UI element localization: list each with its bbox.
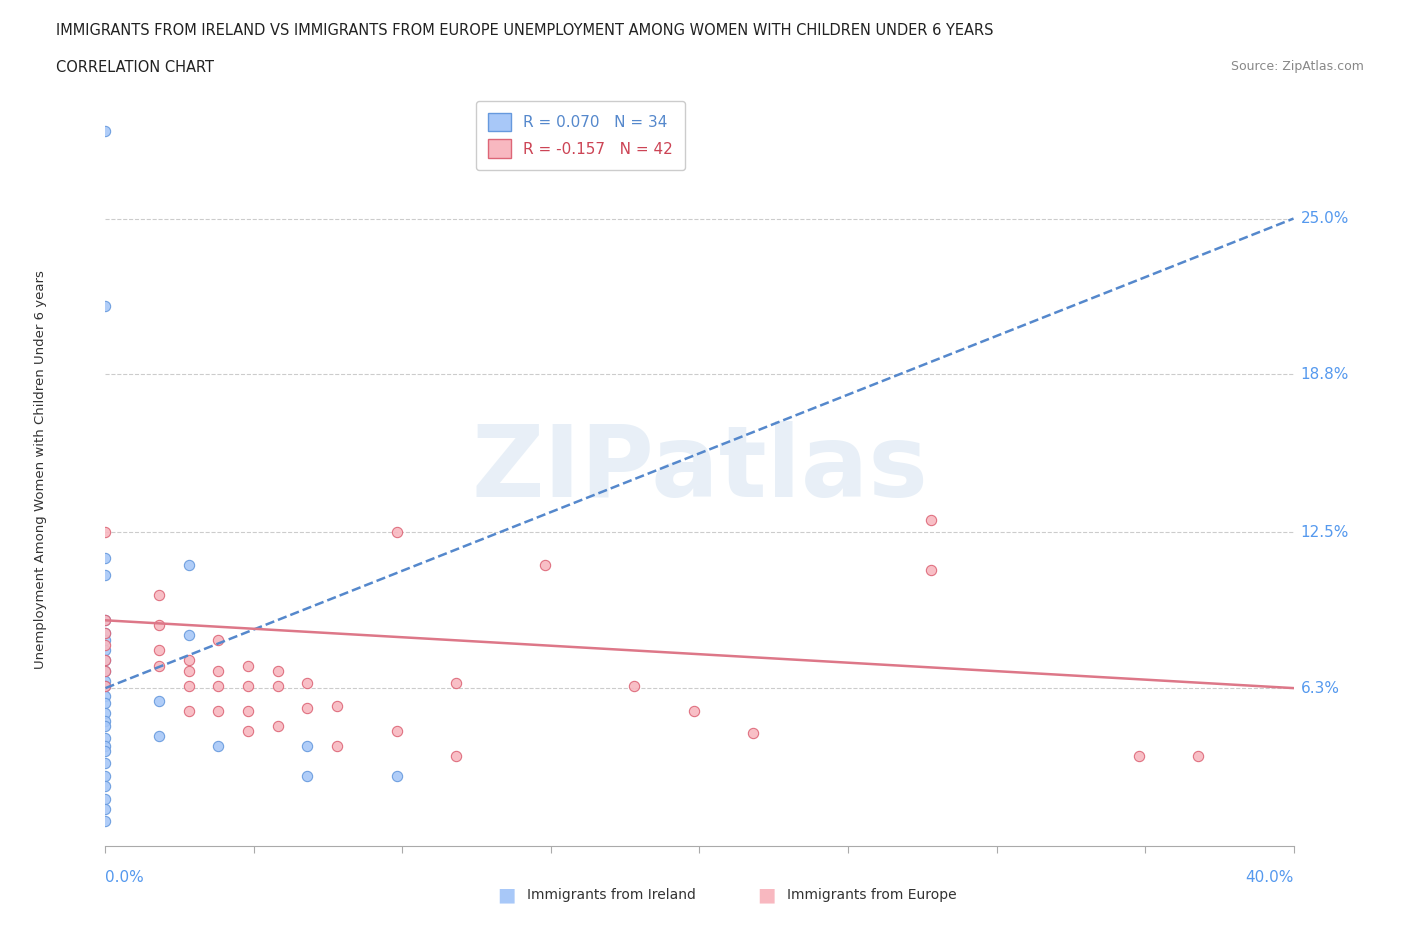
Point bbox=[94, 633, 117, 648]
Text: ZIPatlas: ZIPatlas bbox=[471, 421, 928, 518]
Point bbox=[207, 703, 229, 718]
Point bbox=[94, 738, 117, 753]
Point bbox=[297, 768, 319, 783]
Point bbox=[94, 653, 117, 668]
Point bbox=[236, 678, 259, 693]
Point bbox=[94, 638, 117, 653]
Point bbox=[94, 525, 117, 539]
Point bbox=[385, 724, 408, 738]
Legend: R = 0.070   N = 34, R = -0.157   N = 42: R = 0.070 N = 34, R = -0.157 N = 42 bbox=[477, 100, 685, 170]
Point bbox=[94, 123, 117, 138]
Point bbox=[1128, 749, 1150, 764]
Text: CORRELATION CHART: CORRELATION CHART bbox=[56, 60, 214, 75]
Point bbox=[326, 698, 349, 713]
Point bbox=[297, 738, 319, 753]
Point bbox=[207, 633, 229, 648]
Point bbox=[148, 588, 170, 603]
Point bbox=[94, 663, 117, 678]
Text: 18.8%: 18.8% bbox=[1301, 366, 1348, 381]
Point bbox=[94, 643, 117, 658]
Point bbox=[94, 567, 117, 582]
Point bbox=[177, 558, 200, 573]
Point bbox=[94, 731, 117, 746]
Point bbox=[94, 756, 117, 771]
Point bbox=[267, 663, 290, 678]
Point bbox=[94, 713, 117, 728]
Point bbox=[148, 728, 170, 743]
Point bbox=[94, 802, 117, 817]
Text: 0.0%: 0.0% bbox=[105, 870, 145, 884]
Point bbox=[94, 613, 117, 628]
Text: Source: ZipAtlas.com: Source: ZipAtlas.com bbox=[1230, 60, 1364, 73]
Text: Immigrants from Europe: Immigrants from Europe bbox=[787, 887, 957, 902]
Point bbox=[94, 778, 117, 793]
Point bbox=[267, 678, 290, 693]
Point bbox=[94, 663, 117, 678]
Point bbox=[682, 703, 704, 718]
Text: ■: ■ bbox=[756, 885, 776, 904]
Point bbox=[326, 738, 349, 753]
Text: 25.0%: 25.0% bbox=[1301, 211, 1348, 226]
Point bbox=[94, 768, 117, 783]
Point bbox=[623, 678, 645, 693]
Point bbox=[148, 693, 170, 708]
Point bbox=[236, 724, 259, 738]
Point bbox=[177, 703, 200, 718]
Point bbox=[236, 703, 259, 718]
Point bbox=[94, 678, 117, 693]
Point bbox=[236, 658, 259, 673]
Point bbox=[920, 512, 942, 527]
Point bbox=[207, 738, 229, 753]
Point bbox=[267, 718, 290, 733]
Point bbox=[148, 658, 170, 673]
Text: Immigrants from Ireland: Immigrants from Ireland bbox=[527, 887, 696, 902]
Point bbox=[94, 696, 117, 711]
Point bbox=[177, 678, 200, 693]
Text: 12.5%: 12.5% bbox=[1301, 525, 1348, 540]
Point bbox=[177, 663, 200, 678]
Text: 40.0%: 40.0% bbox=[1246, 870, 1294, 884]
Text: ■: ■ bbox=[496, 885, 516, 904]
Point bbox=[444, 749, 467, 764]
Point bbox=[94, 678, 117, 693]
Point bbox=[94, 299, 117, 313]
Point bbox=[94, 613, 117, 628]
Point bbox=[94, 625, 117, 640]
Point bbox=[207, 678, 229, 693]
Point bbox=[94, 743, 117, 758]
Point bbox=[94, 791, 117, 806]
Point bbox=[207, 663, 229, 678]
Point bbox=[1187, 749, 1209, 764]
Point bbox=[94, 706, 117, 721]
Point bbox=[444, 675, 467, 690]
Point bbox=[94, 625, 117, 640]
Point bbox=[148, 643, 170, 658]
Text: IMMIGRANTS FROM IRELAND VS IMMIGRANTS FROM EUROPE UNEMPLOYMENT AMONG WOMEN WITH : IMMIGRANTS FROM IRELAND VS IMMIGRANTS FR… bbox=[56, 23, 994, 38]
Point bbox=[94, 673, 117, 688]
Point bbox=[177, 628, 200, 643]
Text: 6.3%: 6.3% bbox=[1301, 681, 1340, 696]
Point bbox=[94, 653, 117, 668]
Point bbox=[94, 718, 117, 733]
Point bbox=[94, 814, 117, 829]
Point bbox=[297, 675, 319, 690]
Point bbox=[148, 618, 170, 632]
Point bbox=[742, 725, 765, 740]
Point bbox=[94, 688, 117, 703]
Point bbox=[94, 551, 117, 565]
Point bbox=[177, 653, 200, 668]
Point bbox=[534, 558, 557, 573]
Point bbox=[385, 525, 408, 539]
Point bbox=[385, 768, 408, 783]
Point bbox=[920, 563, 942, 578]
Text: Unemployment Among Women with Children Under 6 years: Unemployment Among Women with Children U… bbox=[34, 271, 46, 669]
Point bbox=[297, 701, 319, 716]
